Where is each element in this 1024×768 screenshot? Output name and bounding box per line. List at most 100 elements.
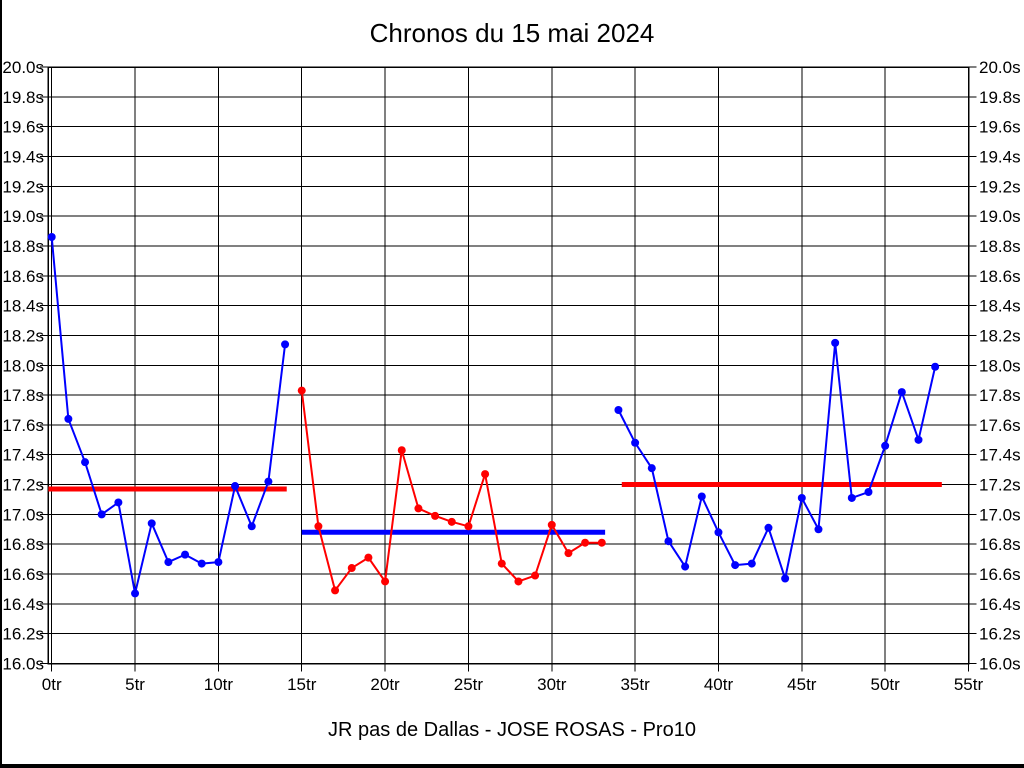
y-axis-label-right: 18.4s bbox=[979, 297, 1021, 316]
stint-3-laps-point bbox=[664, 537, 673, 546]
y-axis-label-right: 16.0s bbox=[979, 655, 1021, 674]
stint-2-laps-point bbox=[481, 470, 490, 479]
y-axis-label-right: 17.6s bbox=[979, 416, 1021, 435]
y-axis-label-right: 17.2s bbox=[979, 476, 1021, 495]
stint-3-laps-point bbox=[614, 405, 623, 414]
stint-1-laps-point bbox=[231, 482, 240, 491]
x-axis-label: 40tr bbox=[704, 675, 734, 694]
y-axis-label-left: 16.2s bbox=[2, 625, 44, 644]
stint-1-laps-point bbox=[97, 510, 106, 519]
y-axis-label-right: 17.8s bbox=[979, 386, 1021, 405]
stint-2-laps-point bbox=[364, 553, 373, 562]
y-axis-label-left: 19.4s bbox=[2, 147, 44, 166]
y-axis-label-left: 17.4s bbox=[2, 446, 44, 465]
stint-2-laps-line bbox=[300, 390, 602, 592]
y-axis-label-left: 19.8s bbox=[2, 88, 44, 107]
stint-2-laps-point bbox=[497, 559, 506, 568]
x-axis-label: 35tr bbox=[620, 675, 650, 694]
x-axis-label: 25tr bbox=[454, 675, 484, 694]
stint-1-laps-point bbox=[147, 519, 156, 528]
y-axis-label-right: 19.8s bbox=[979, 88, 1021, 107]
stint-1-laps-point bbox=[114, 498, 123, 507]
stint-1-laps-point bbox=[81, 458, 90, 467]
stint-3-laps-point bbox=[747, 559, 756, 568]
stint-2-laps-point bbox=[581, 538, 590, 547]
stint-2-laps-point bbox=[381, 577, 390, 586]
y-axis-label-right: 20.0s bbox=[979, 58, 1021, 77]
stint-3-laps-point bbox=[797, 493, 806, 502]
y-axis-label-left: 19.2s bbox=[2, 177, 44, 196]
stint-3-laps-point bbox=[931, 362, 940, 371]
stint-1-laps-point bbox=[131, 589, 140, 598]
x-axis-label: 15tr bbox=[287, 675, 317, 694]
stint-2-laps-point bbox=[531, 571, 540, 580]
x-axis-label: 45tr bbox=[787, 675, 817, 694]
chart-title: Chronos du 15 mai 2024 bbox=[369, 18, 655, 48]
y-axis-label-right: 18.8s bbox=[979, 237, 1021, 256]
stint-1-laps-point bbox=[64, 414, 73, 423]
stint-2-laps-point bbox=[397, 446, 406, 455]
y-axis-label-right: 17.4s bbox=[979, 446, 1021, 465]
bottom-edge-border bbox=[0, 764, 1024, 768]
stint-3-laps-point bbox=[864, 488, 873, 497]
stint-2-laps-point bbox=[331, 586, 340, 595]
stint-2-laps-point bbox=[297, 386, 306, 395]
x-axis-label: 20tr bbox=[370, 675, 400, 694]
stint-3-laps-point bbox=[781, 574, 790, 583]
stint-2-laps-point bbox=[564, 549, 573, 558]
stint-2-laps-point bbox=[514, 577, 523, 586]
y-axis-label-right: 19.6s bbox=[979, 118, 1021, 137]
stint-3-laps-point bbox=[697, 492, 706, 501]
stint-1-laps-point bbox=[281, 340, 290, 349]
stint-1-laps-point bbox=[197, 559, 206, 568]
y-axis-label-left: 18.6s bbox=[2, 267, 44, 286]
y-axis-label-left: 17.0s bbox=[2, 505, 44, 524]
y-axis-label-left: 17.6s bbox=[2, 416, 44, 435]
stint-1-laps-point bbox=[264, 477, 273, 486]
y-axis-label-left: 18.0s bbox=[2, 356, 44, 375]
x-axis-label: 5tr bbox=[125, 675, 145, 694]
stint-2-laps-point bbox=[547, 520, 556, 529]
y-axis-label-left: 18.8s bbox=[2, 237, 44, 256]
stint-3-laps-point bbox=[647, 464, 656, 473]
y-axis-label-right: 16.8s bbox=[979, 535, 1021, 554]
y-axis-label-right: 19.4s bbox=[979, 147, 1021, 166]
stint-3-laps-point bbox=[714, 528, 723, 537]
stint-3-laps-point bbox=[847, 493, 856, 502]
chart-subtitle: JR pas de Dallas - JOSE ROSAS - Pro10 bbox=[328, 719, 696, 741]
y-axis-label-right: 19.2s bbox=[979, 177, 1021, 196]
y-axis-label-right: 18.6s bbox=[979, 267, 1021, 286]
y-axis-label-right: 16.6s bbox=[979, 565, 1021, 584]
left-edge-border bbox=[0, 0, 2, 768]
stint-1-laps-point bbox=[47, 233, 56, 242]
stint-2-laps-point bbox=[464, 522, 473, 531]
y-axis-label-left: 17.8s bbox=[2, 386, 44, 405]
stint-1-laps-point bbox=[164, 558, 173, 567]
y-axis-label-left: 19.0s bbox=[2, 207, 44, 226]
x-axis-label: 10tr bbox=[204, 675, 234, 694]
x-axis-label: 0tr bbox=[42, 675, 62, 694]
stint-1-laps-line bbox=[50, 236, 287, 595]
stint-2-laps-point bbox=[347, 564, 356, 573]
plot-border bbox=[47, 66, 970, 665]
y-axis-label-left: 19.6s bbox=[2, 118, 44, 137]
stint-3-laps-point bbox=[731, 561, 740, 570]
stint-1-laps-point bbox=[214, 558, 223, 567]
stint-2-laps-point bbox=[414, 504, 423, 513]
stint-3-laps-point bbox=[631, 438, 640, 447]
y-axis-label-left: 18.4s bbox=[2, 297, 44, 316]
y-axis-label-right: 18.2s bbox=[979, 326, 1021, 345]
y-axis-label-left: 16.8s bbox=[2, 535, 44, 554]
stint-3-laps-point bbox=[814, 525, 823, 534]
y-axis-label-right: 18.0s bbox=[979, 356, 1021, 375]
stint-3-laps-line bbox=[617, 341, 937, 580]
stint-1-laps-point bbox=[181, 550, 190, 559]
y-axis-label-left: 16.0s bbox=[2, 655, 44, 674]
x-axis-label: 30tr bbox=[537, 675, 567, 694]
x-axis-label: 55tr bbox=[954, 675, 984, 694]
y-axis-label-left: 16.6s bbox=[2, 565, 44, 584]
stint-1-laps-point bbox=[247, 522, 256, 531]
y-axis-label-right: 17.0s bbox=[979, 505, 1021, 524]
stint-2-laps-point bbox=[314, 522, 323, 531]
